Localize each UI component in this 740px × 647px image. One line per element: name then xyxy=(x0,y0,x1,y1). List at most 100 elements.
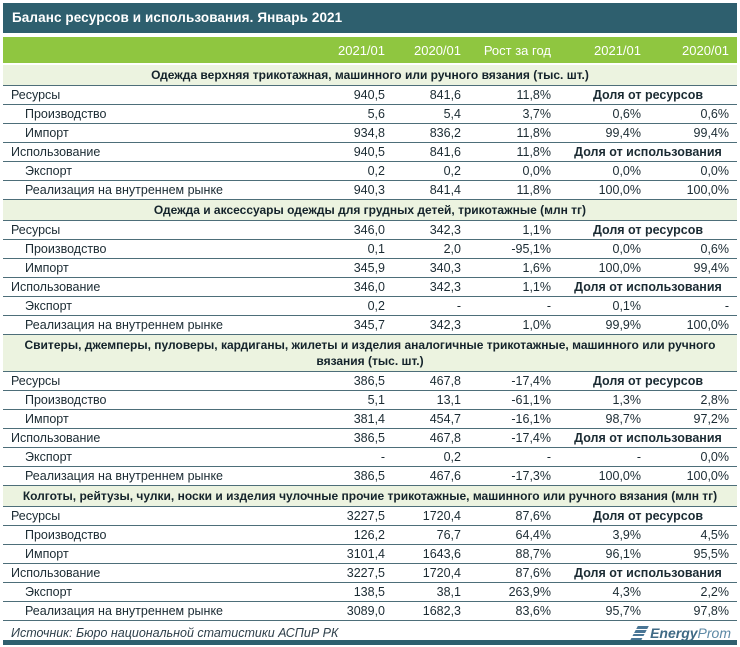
row-label: Использование xyxy=(11,280,101,294)
row-value-growth: 87,6% xyxy=(515,566,551,580)
row-value-2020: - xyxy=(456,299,461,313)
row-share-2020: 95,5% xyxy=(693,547,729,561)
row-value-2020: 841,4 xyxy=(429,183,461,197)
row-value-2021: 386,5 xyxy=(353,469,385,483)
row-value-growth: 11,8% xyxy=(516,126,551,140)
row-label: Производство xyxy=(25,242,107,256)
row-value-2021: 386,5 xyxy=(353,374,385,388)
row-value-growth: - xyxy=(546,299,551,313)
row-value-2021: 346,0 xyxy=(353,223,385,237)
row-value-2020: 342,3 xyxy=(429,223,461,237)
row-share-2020: 0,0% xyxy=(700,164,730,178)
row-share-2021: 100,0% xyxy=(598,261,641,275)
row-share-2020: 100,0% xyxy=(686,183,729,197)
row-value-growth: -17,4% xyxy=(511,374,551,388)
table-row: Производство 0,1 2,0 -95,1% 0,0% 0,6% xyxy=(3,240,737,259)
row-value-2021: 381,4 xyxy=(353,412,385,426)
row-share-2020: 2,2% xyxy=(700,585,730,599)
table-row: Производство 5,6 5,4 3,7% 0,6% 0,6% xyxy=(3,105,737,124)
row-value-2021: 138,5 xyxy=(353,585,385,599)
row-label: Производство xyxy=(25,528,107,542)
row-value-2020: 1682,3 xyxy=(422,604,461,618)
row-value-growth: -95,1% xyxy=(511,242,551,256)
row-share-2021: 99,9% xyxy=(605,318,641,332)
row-value-growth: 263,9% xyxy=(508,585,551,599)
row-value-2020: 1720,4 xyxy=(422,566,461,580)
column-header-share-2020: 2020/01 xyxy=(682,42,729,58)
table-row: Экспорт 0,2 0,2 0,0% 0,0% 0,0% xyxy=(3,162,737,181)
table-sections: Одежда верхняя трикотажная, машинного ил… xyxy=(3,65,737,621)
row-share-2020: 0,6% xyxy=(700,107,730,121)
table-row: Импорт 381,4 454,7 -16,1% 98,7% 97,2% xyxy=(3,410,737,429)
row-share-2020: 4,5% xyxy=(700,528,730,542)
row-value-2021: 940,5 xyxy=(353,88,385,102)
row-share-2020: - xyxy=(724,299,729,313)
row-value-2020: 342,3 xyxy=(429,318,461,332)
row-label: Ресурсы xyxy=(11,223,61,237)
row-label: Производство xyxy=(25,107,107,121)
row-label: Реализация на внутреннем рынке xyxy=(25,604,224,618)
row-share-2020: 97,8% xyxy=(693,604,729,618)
row-share-2021: 1,3% xyxy=(612,393,642,407)
row-label: Экспорт xyxy=(25,450,72,464)
row-share-2020: 0,0% xyxy=(700,450,730,464)
row-value-growth: -61,1% xyxy=(511,393,551,407)
report-footer: Источник: Бюро национальной статистики А… xyxy=(3,621,737,645)
table-row: Экспорт 0,2 - - 0,1% - xyxy=(3,297,737,316)
row-value-2021: 386,5 xyxy=(353,431,385,445)
table-row: Экспорт 138,5 38,1 263,9% 4,3% 2,2% xyxy=(3,583,737,602)
row-value-2020: 342,3 xyxy=(429,280,461,294)
logo-text-regular: Prom xyxy=(697,625,731,641)
table-row: Ресурсы 3227,5 1720,4 87,6% Доля от ресурсов xyxy=(3,507,737,526)
row-value-growth: 1,1% xyxy=(522,280,552,294)
row-share-2020: 100,0% xyxy=(686,469,729,483)
row-share-caption: Доля от ресурсов xyxy=(592,223,704,237)
table-row: Импорт 934,8 836,2 11,8% 99,4% 99,4% xyxy=(3,124,737,143)
row-value-growth: 64,4% xyxy=(515,528,551,542)
row-value-2021: 346,0 xyxy=(353,280,385,294)
row-value-2021: 3089,0 xyxy=(346,604,385,618)
row-value-2020: 0,2 xyxy=(443,450,461,464)
row-value-2020: 5,4 xyxy=(443,107,461,121)
row-share-caption: Доля от использования xyxy=(574,145,722,159)
table-row: Использование 346,0 342,3 1,1% Доля от испол… xyxy=(3,278,737,297)
row-label: Реализация на внутреннем рынке xyxy=(25,318,224,332)
table-row: Использование 940,5 841,6 11,8% Доля от испо… xyxy=(3,143,737,162)
section-title: Одежда верхняя трикотажная, машинного ил… xyxy=(3,65,737,86)
row-value-2020: 467,6 xyxy=(429,469,461,483)
row-label: Использование xyxy=(11,566,101,580)
section-title: Одежда и аксессуары одежды для грудных д… xyxy=(3,200,737,221)
row-label: Ресурсы xyxy=(11,374,61,388)
energyprom-logo: EnergyProm xyxy=(630,625,731,641)
row-share-2021: 4,3% xyxy=(612,585,642,599)
row-share-caption: Доля от ресурсов xyxy=(592,88,704,102)
row-value-2020: 454,7 xyxy=(429,412,461,426)
source-note: Источник: Бюро национальной статистики А… xyxy=(11,626,339,640)
table-row: Производство 5,1 13,1 -61,1% 1,3% 2,8% xyxy=(3,391,737,410)
row-label: Производство xyxy=(25,393,107,407)
row-value-growth: 11,8% xyxy=(516,88,551,102)
row-label: Реализация на внутреннем рынке xyxy=(25,183,224,197)
row-value-2020: 841,6 xyxy=(429,88,461,102)
row-value-growth: - xyxy=(546,450,551,464)
row-value-2021: 5,1 xyxy=(367,393,385,407)
row-value-2021: 345,7 xyxy=(353,318,385,332)
row-share-2021: 0,0% xyxy=(612,164,642,178)
row-value-growth: 11,8% xyxy=(516,145,551,159)
row-value-2021: 0,1 xyxy=(367,242,385,256)
row-share-2021: 96,1% xyxy=(605,547,641,561)
report-title: Баланс ресурсов и использования. Январь … xyxy=(3,3,737,33)
row-value-growth: 83,6% xyxy=(515,604,551,618)
row-value-growth: 1,1% xyxy=(522,223,552,237)
energyprom-logo-text: EnergyProm xyxy=(650,625,731,641)
row-share-2021: 0,0% xyxy=(612,242,642,256)
row-share-2020: 0,6% xyxy=(700,242,730,256)
row-share-2021: - xyxy=(636,450,641,464)
row-share-2020: 97,2% xyxy=(693,412,729,426)
row-share-2021: 0,1% xyxy=(612,299,642,313)
row-value-growth: 3,7% xyxy=(522,107,552,121)
row-value-2021: 940,5 xyxy=(353,145,385,159)
logo-text-bold: Energy xyxy=(650,625,698,641)
table-row: Ресурсы 940,5 841,6 11,8% Доля от ресурсов xyxy=(3,86,737,105)
row-label: Экспорт xyxy=(25,164,72,178)
